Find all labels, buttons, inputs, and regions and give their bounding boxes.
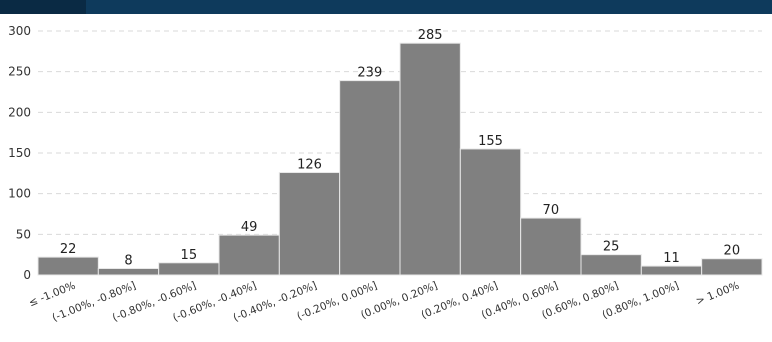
data-label: 155 [478,134,503,149]
bar [580,254,642,276]
bars [37,42,763,276]
x-axis-labels: ≤ -1.00%(-1.00%, -0.80%](-0.80%, -0.60%]… [27,280,741,325]
data-label: 70 [543,203,560,218]
x-tick-label: > 1.00% [694,280,741,308]
bar [701,258,763,276]
data-label: 49 [241,220,258,235]
bar [399,42,461,276]
header-bar [0,0,772,14]
bar [278,172,341,276]
data-label: 126 [297,158,322,173]
y-tick-label: 150 [8,146,31,160]
y-tick-label: 0 [23,268,31,282]
bar [158,262,220,276]
bar [218,234,280,276]
bar [640,265,703,276]
data-label: 239 [357,66,382,81]
bar [37,256,99,276]
data-label: 11 [663,251,680,266]
bar [339,80,401,276]
bar [459,148,522,276]
data-label: 15 [181,248,198,263]
bar [520,217,582,276]
y-tick-label: 200 [8,105,31,119]
data-label: 20 [724,244,741,259]
data-label: 8 [124,253,132,268]
y-axis-ticks: 0 50 100 150 200 250 300 [8,24,31,282]
header-bar-accent [0,0,86,14]
data-label: 25 [603,240,620,255]
data-labels: 22 8 15 49 126 239 285 155 70 25 11 20 [60,28,740,268]
bar [97,267,160,276]
y-tick-label: 300 [8,24,31,38]
y-tick-label: 50 [16,227,31,241]
data-label: 22 [60,242,77,257]
y-tick-label: 250 [8,65,31,79]
data-label: 285 [418,28,443,43]
y-tick-label: 100 [8,187,31,201]
